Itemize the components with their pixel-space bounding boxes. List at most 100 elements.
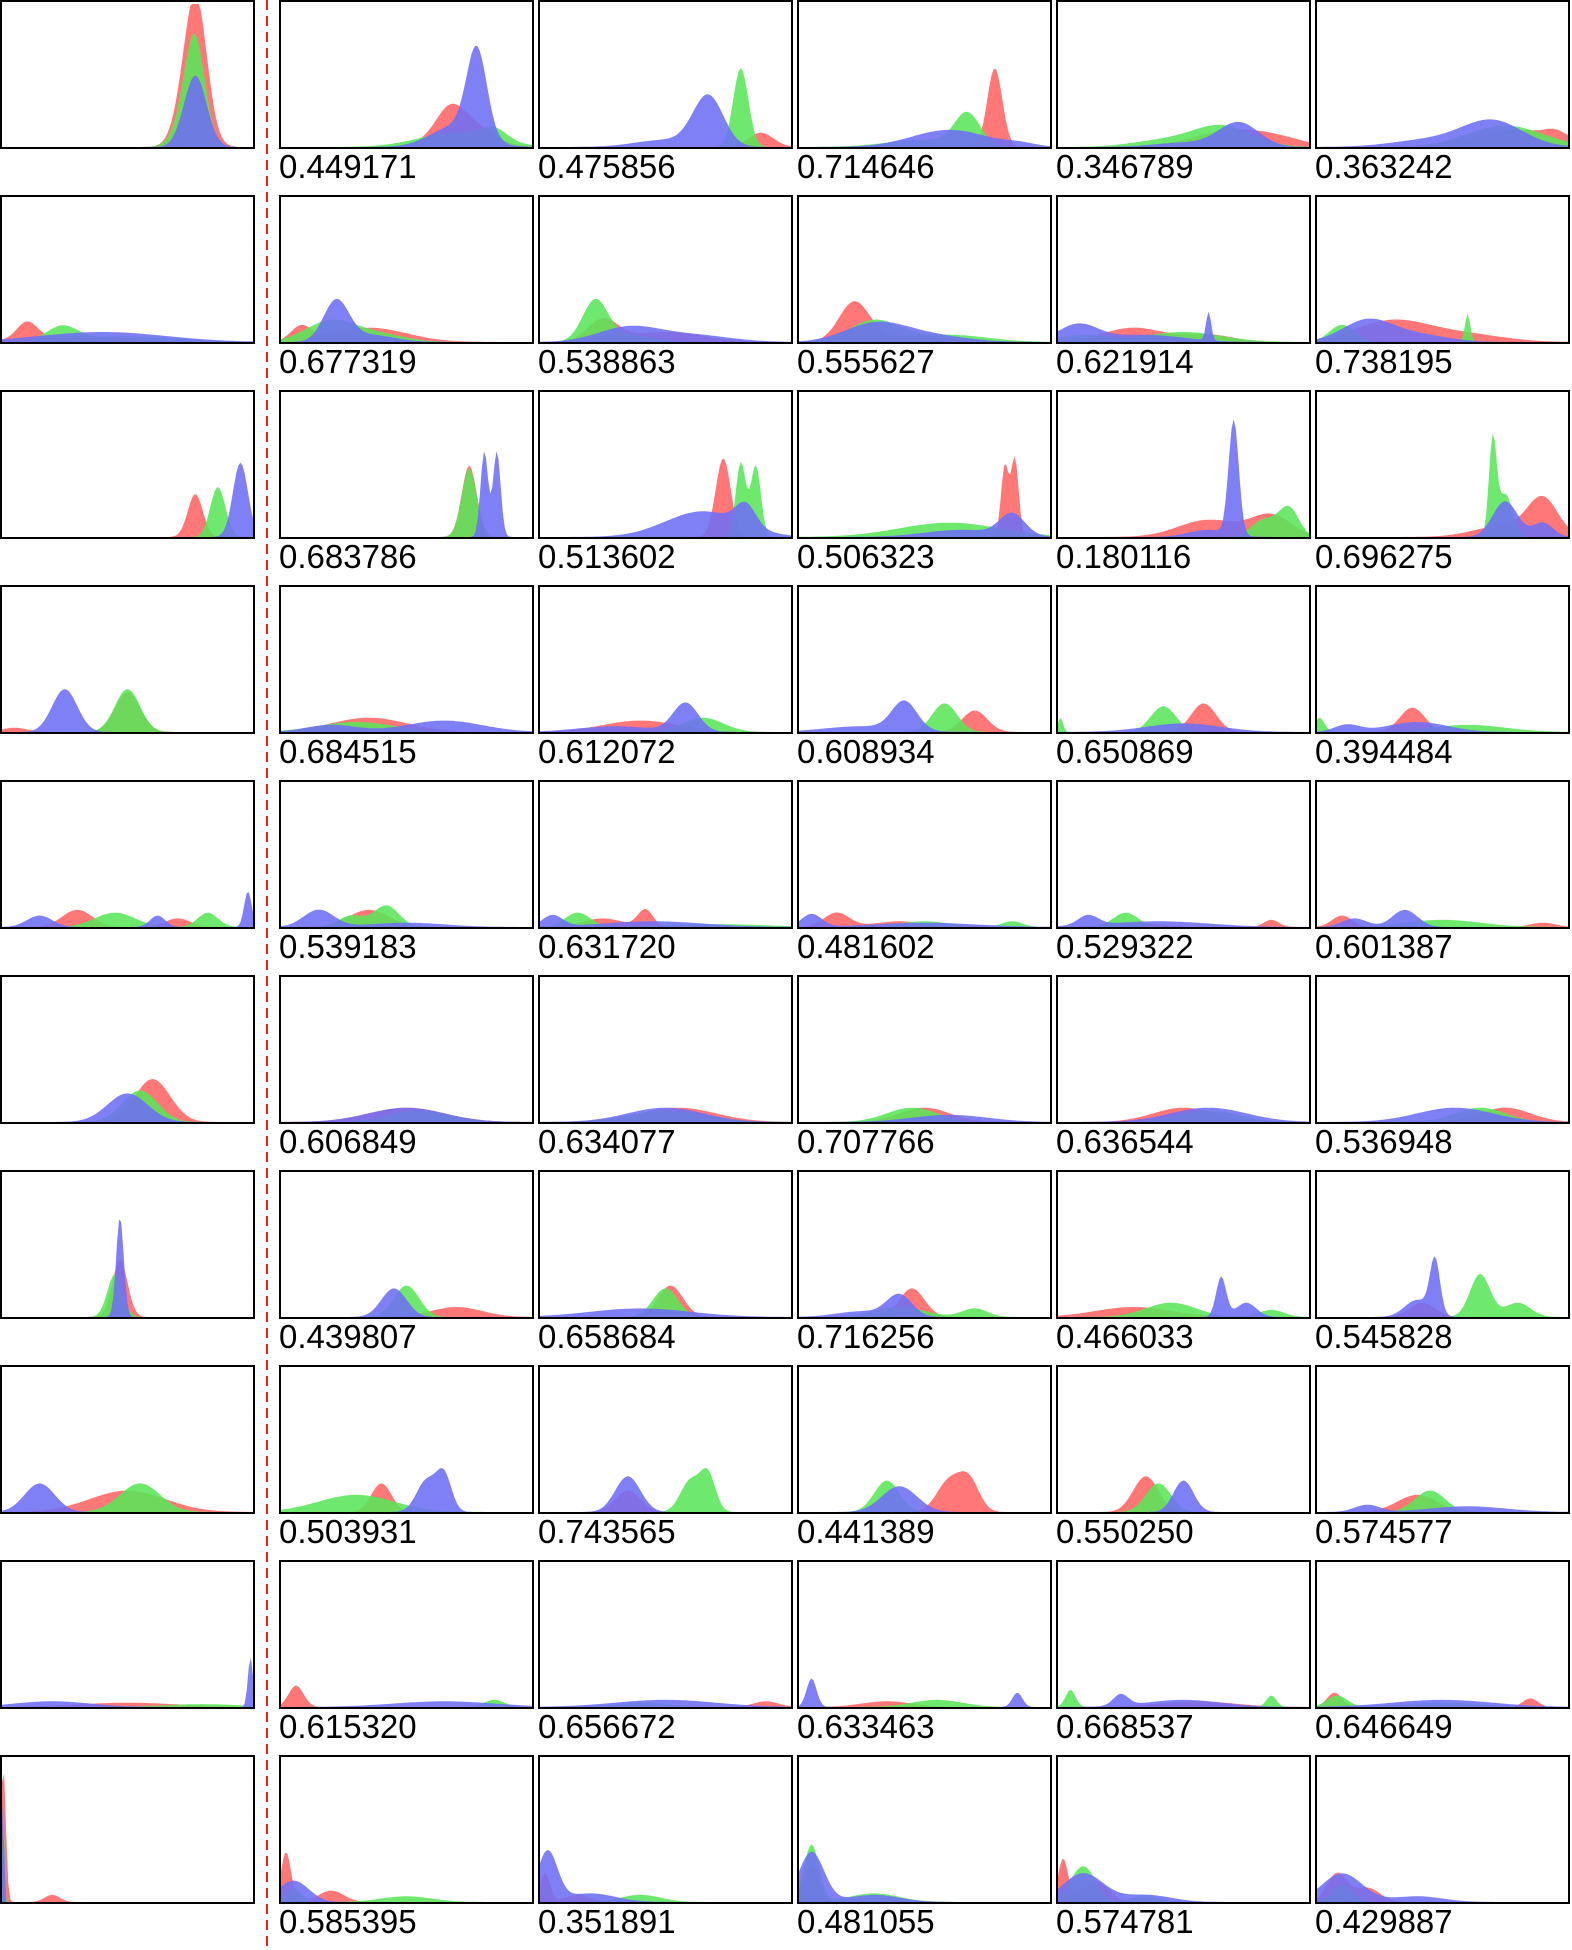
result-histogram-panel — [279, 1365, 534, 1514]
result-histogram-panel — [279, 1170, 534, 1319]
histogram-b-channel — [1058, 311, 1309, 342]
result-histogram-panel — [1056, 195, 1311, 344]
result-histogram-panel — [279, 1560, 534, 1709]
histogram-b-channel — [540, 1850, 791, 1902]
result-histogram-panel — [1315, 780, 1570, 929]
panel-frame — [797, 195, 1052, 344]
panel-frame — [797, 780, 1052, 929]
histogram-r-channel — [1058, 1307, 1309, 1317]
result-histogram-panel — [538, 780, 793, 929]
similarity-score-label: 0.606849 — [279, 1123, 417, 1160]
similarity-score-label: 0.683786 — [279, 538, 417, 575]
result-histogram-panel — [1315, 390, 1570, 539]
histogram-b-channel — [1058, 1693, 1309, 1707]
histogram-g-channel — [540, 1894, 791, 1902]
similarity-score-label: 0.545828 — [1315, 1318, 1453, 1355]
histogram-b-channel — [1058, 1107, 1309, 1122]
result-histogram-panel — [279, 1755, 534, 1904]
histogram-g-channel — [799, 1107, 1050, 1122]
result-histogram-panel — [1315, 0, 1570, 149]
result-histogram-panel — [538, 1755, 793, 1904]
result-histogram-panel — [1315, 975, 1570, 1124]
result-histogram-panel — [279, 585, 534, 734]
histogram-g-channel — [1058, 505, 1309, 537]
histogram-b-channel — [540, 702, 791, 732]
histogram-g-channel — [281, 905, 532, 927]
panel-frame — [279, 1560, 534, 1709]
histogram-b-channel — [2, 892, 253, 927]
result-histogram-panel — [1056, 1560, 1311, 1709]
similarity-score-label: 0.503931 — [279, 1513, 417, 1550]
result-histogram-panel — [797, 1755, 1052, 1904]
similarity-score-label: 0.636544 — [1056, 1123, 1194, 1160]
histogram-b-channel — [2, 462, 253, 537]
histogram-b-channel — [799, 1293, 1050, 1317]
histogram-g-channel — [281, 1494, 532, 1512]
panel-frame — [1056, 585, 1311, 734]
histogram-g-channel — [281, 468, 532, 537]
histogram-b-channel — [1058, 1873, 1309, 1902]
similarity-score-label: 0.743565 — [538, 1513, 676, 1550]
histogram-r-channel — [281, 1685, 532, 1707]
histogram-b-channel — [281, 298, 532, 342]
histogram-b-channel — [1058, 723, 1309, 732]
similarity-score-label: 0.650869 — [1056, 733, 1194, 770]
panel-frame — [797, 975, 1052, 1124]
histogram-r-channel — [540, 132, 791, 147]
similarity-score-label: 0.538863 — [538, 343, 676, 380]
result-histogram-panel — [538, 390, 793, 539]
similarity-score-label: 0.550250 — [1056, 1513, 1194, 1550]
similarity-score-label: 0.429887 — [1315, 1903, 1453, 1940]
result-histogram-panel — [797, 1560, 1052, 1709]
panel-frame — [1315, 0, 1570, 149]
panel-frame — [279, 1755, 534, 1904]
result-histogram-panel — [1056, 975, 1311, 1124]
result-histogram-panel — [797, 780, 1052, 929]
result-histogram-panel — [538, 585, 793, 734]
panel-frame — [1315, 585, 1570, 734]
histogram-b-channel — [540, 1699, 791, 1707]
histogram-b-channel — [799, 700, 1050, 732]
similarity-score-label: 0.631720 — [538, 928, 676, 965]
histogram-r-channel — [799, 912, 1050, 927]
histogram-b-channel — [2, 689, 253, 732]
histogram-b-channel — [540, 1107, 791, 1122]
histogram-r-channel — [799, 710, 1050, 732]
similarity-score-label: 0.481055 — [797, 1903, 935, 1940]
query-histogram-panel — [0, 0, 255, 149]
panel-frame — [797, 585, 1052, 734]
similarity-score-label: 0.601387 — [1315, 928, 1453, 965]
similarity-score-label: 0.475856 — [538, 148, 676, 185]
panel-frame — [1056, 0, 1311, 149]
panel-frame — [538, 1365, 793, 1514]
similarity-score-label: 0.621914 — [1056, 343, 1194, 380]
similarity-score-label: 0.346789 — [1056, 148, 1194, 185]
panel-frame — [0, 1755, 255, 1904]
histogram-g-channel — [1317, 717, 1568, 732]
similarity-score-label: 0.608934 — [797, 733, 935, 770]
panel-frame — [538, 1170, 793, 1319]
panel-frame — [1315, 1755, 1570, 1904]
histogram-b-channel — [281, 1288, 532, 1317]
result-histogram-panel — [538, 1560, 793, 1709]
result-histogram-panel — [1315, 1560, 1570, 1709]
histogram-g-channel — [540, 68, 791, 147]
histogram-b-channel — [799, 913, 1050, 927]
panel-frame — [538, 585, 793, 734]
result-histogram-panel — [797, 975, 1052, 1124]
histogram-b-channel — [540, 501, 791, 537]
histogram-b-channel — [281, 720, 532, 732]
similarity-score-label: 0.716256 — [797, 1318, 935, 1355]
histogram-b-channel — [2, 1483, 253, 1512]
similarity-score-label: 0.536948 — [1315, 1123, 1453, 1160]
panel-frame — [279, 195, 534, 344]
panel-frame — [1315, 780, 1570, 929]
similarity-score-label: 0.633463 — [797, 1708, 935, 1745]
panel-frame — [0, 780, 255, 929]
similarity-score-label: 0.714646 — [797, 148, 935, 185]
panel-frame — [538, 1755, 793, 1904]
result-histogram-panel — [797, 390, 1052, 539]
result-histogram-panel — [538, 1170, 793, 1319]
result-histogram-panel — [538, 975, 793, 1124]
panel-frame — [797, 1755, 1052, 1904]
